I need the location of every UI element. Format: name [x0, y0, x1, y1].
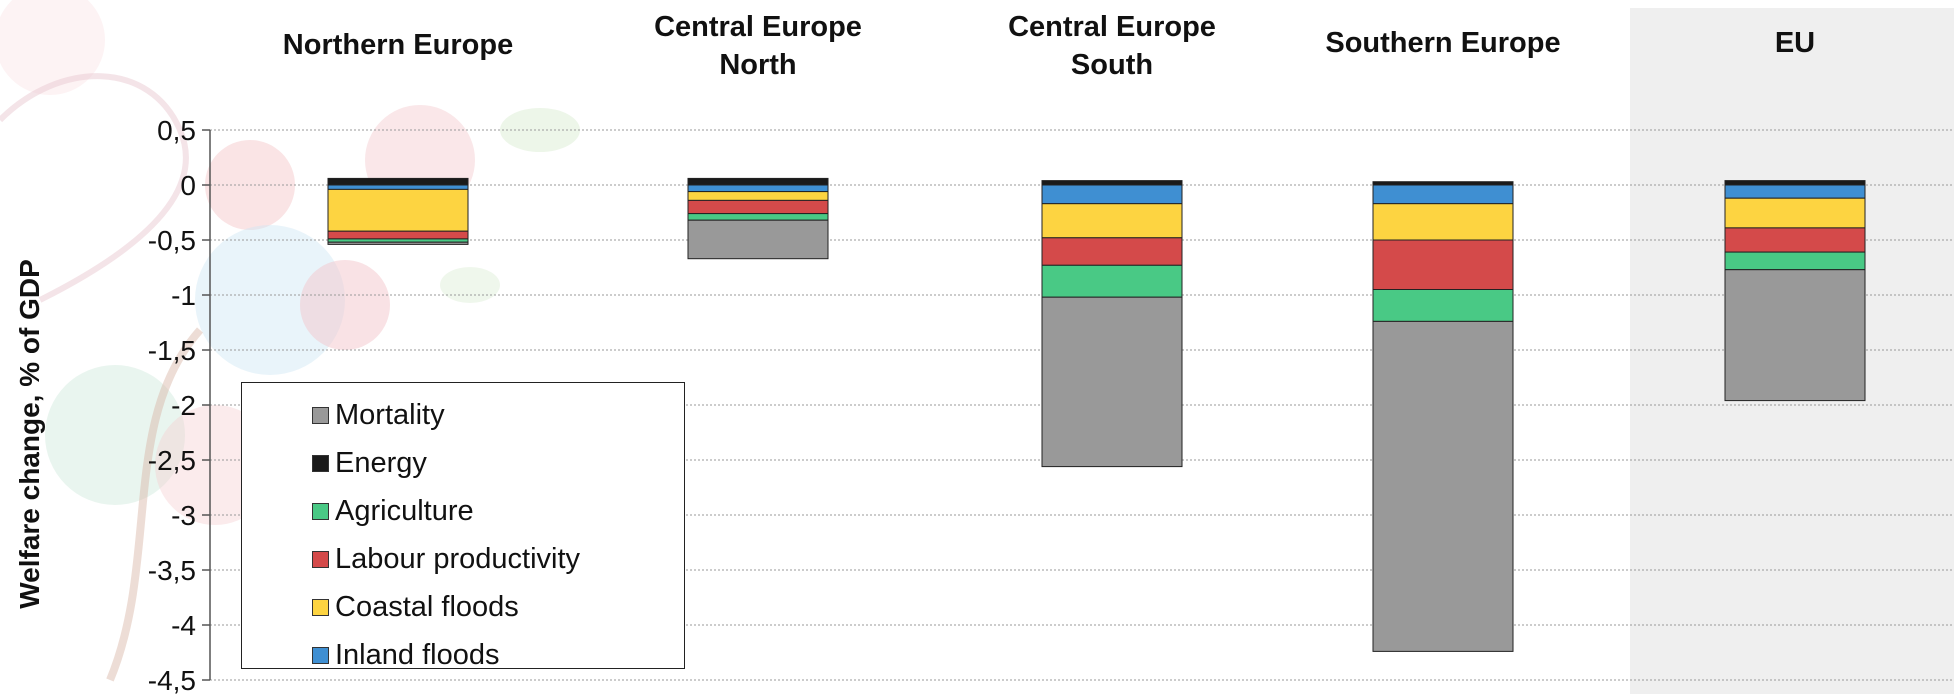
- bar-segment-mortality: [1372, 320, 1514, 652]
- bar-segment-inland-floods: [687, 184, 829, 193]
- bar-segment-mortality: [1724, 269, 1866, 402]
- bar-segment-agriculture: [1724, 251, 1866, 271]
- bar-segment-agriculture: [1041, 264, 1183, 298]
- region-title: Southern Europe: [1325, 27, 1561, 59]
- y-tick-label: -2: [171, 390, 196, 421]
- legend-swatch: [312, 646, 329, 664]
- bar-segment-labour-productivity: [1041, 237, 1183, 266]
- bar-segment-coastal-floods: [1372, 203, 1514, 241]
- bar-segment-energy: [327, 177, 469, 186]
- bar-segment-coastal-floods: [1724, 197, 1866, 229]
- bar-segment-agriculture: [1372, 289, 1514, 322]
- bar-segment-energy: [687, 177, 829, 186]
- y-tick-label: -1: [171, 280, 196, 311]
- y-tick-label: -0,5: [148, 225, 196, 256]
- bar-segment-coastal-floods: [687, 191, 829, 201]
- bar-segment-agriculture: [687, 213, 829, 221]
- legend-item: Inland floods: [312, 631, 684, 679]
- legend-item: Agriculture: [312, 487, 684, 535]
- bar-segment-labour-productivity: [327, 230, 469, 240]
- bar-segment-inland-floods: [1724, 184, 1866, 199]
- legend-label: Inland floods: [335, 638, 500, 671]
- y-tick-label: -1,5: [148, 335, 196, 366]
- bar-segment-energy: [1724, 180, 1866, 186]
- region-title: Central Europe South: [1008, 11, 1216, 81]
- y-tick-label: -3,5: [148, 555, 196, 586]
- legend-swatch: [312, 598, 329, 616]
- legend-label: Coastal floods: [335, 590, 519, 623]
- bar-segment-mortality: [327, 241, 469, 245]
- y-tick-label: 0,5: [157, 115, 196, 146]
- bar-segment-inland-floods: [327, 184, 469, 190]
- bar-segment-labour-productivity: [1372, 239, 1514, 290]
- bar-segment-labour-productivity: [687, 199, 829, 215]
- legend-item: Mortality: [312, 391, 684, 439]
- legend-swatch: [312, 406, 329, 424]
- legend-label: Mortality: [335, 398, 445, 431]
- bar-segment-inland-floods: [1041, 184, 1183, 205]
- legend-label: Agriculture: [335, 494, 474, 527]
- legend-swatch: [312, 550, 329, 568]
- bar-segment-energy: [1041, 180, 1183, 186]
- region-title: EU: [1774, 27, 1816, 59]
- bar-segment-coastal-floods: [327, 188, 469, 232]
- legend-item: Labour productivity: [312, 535, 684, 583]
- y-tick-label: 0: [180, 170, 196, 201]
- legend-label: Labour productivity: [335, 542, 581, 575]
- bar-segment-labour-productivity: [1724, 227, 1866, 253]
- bar-segment-mortality: [687, 219, 829, 260]
- legend-item: Coastal floods: [312, 583, 684, 631]
- y-tick-label: -4,5: [148, 665, 196, 694]
- y-tick-label: -4: [171, 610, 196, 641]
- bar-segment-inland-floods: [1372, 184, 1514, 205]
- chart-legend: Mortality Energy Agriculture Labour product…: [241, 382, 685, 671]
- y-tick-label: -2,5: [148, 445, 196, 476]
- legend-item: Energy: [312, 439, 684, 487]
- bar-segment-mortality: [1041, 296, 1183, 468]
- region-title: Northern Europe: [282, 29, 514, 61]
- legend-swatch: [312, 454, 329, 472]
- bar-segment-coastal-floods: [1041, 203, 1183, 239]
- region-title: Central Europe North: [654, 11, 862, 81]
- legend-swatch: [312, 502, 329, 520]
- y-tick-label: -3: [171, 500, 196, 531]
- legend-label: Energy: [335, 446, 427, 479]
